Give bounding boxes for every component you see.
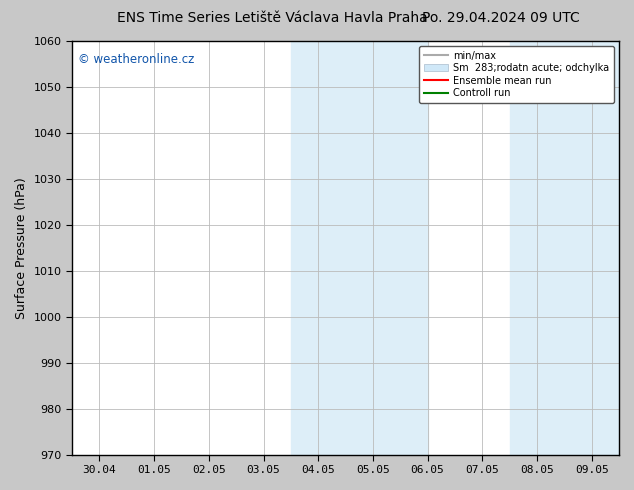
Y-axis label: Surface Pressure (hPa): Surface Pressure (hPa)	[15, 177, 28, 318]
Bar	[291, 41, 427, 455]
Text: © weatheronline.cz: © weatheronline.cz	[77, 53, 194, 67]
Legend: min/max, Sm  283;rodatn acute; odchylka, Ensemble mean run, Controll run: min/max, Sm 283;rodatn acute; odchylka, …	[419, 46, 614, 103]
Bar	[510, 41, 619, 455]
Text: ENS Time Series Letiště Václava Havla Praha: ENS Time Series Letiště Václava Havla Pr…	[117, 11, 428, 25]
Text: Po. 29.04.2024 09 UTC: Po. 29.04.2024 09 UTC	[422, 11, 579, 25]
